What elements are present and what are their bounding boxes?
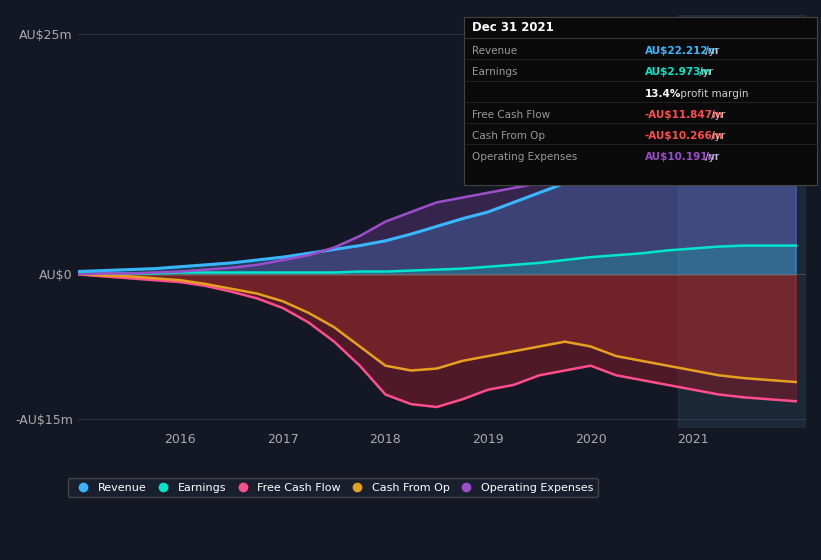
Text: -AU$11.847m: -AU$11.847m xyxy=(644,110,723,120)
Text: /yr: /yr xyxy=(702,46,719,56)
Text: 13.4%: 13.4% xyxy=(644,88,681,99)
Text: /yr: /yr xyxy=(702,152,719,162)
Text: AU$2.973m: AU$2.973m xyxy=(644,67,712,77)
Text: /yr: /yr xyxy=(696,67,713,77)
Text: -AU$10.266m: -AU$10.266m xyxy=(644,131,723,141)
Text: AU$22.212m: AU$22.212m xyxy=(644,46,719,56)
Text: Cash From Op: Cash From Op xyxy=(472,131,545,141)
Text: AU$10.191m: AU$10.191m xyxy=(644,152,719,162)
Legend: Revenue, Earnings, Free Cash Flow, Cash From Op, Operating Expenses: Revenue, Earnings, Free Cash Flow, Cash … xyxy=(67,478,598,497)
Text: Earnings: Earnings xyxy=(472,67,517,77)
Text: Operating Expenses: Operating Expenses xyxy=(472,152,577,162)
Text: profit margin: profit margin xyxy=(677,88,749,99)
Text: /yr: /yr xyxy=(708,131,725,141)
Text: /yr: /yr xyxy=(708,110,725,120)
Text: Revenue: Revenue xyxy=(472,46,517,56)
Text: Dec 31 2021: Dec 31 2021 xyxy=(472,21,554,34)
Bar xyxy=(678,15,806,428)
Text: Free Cash Flow: Free Cash Flow xyxy=(472,110,550,120)
